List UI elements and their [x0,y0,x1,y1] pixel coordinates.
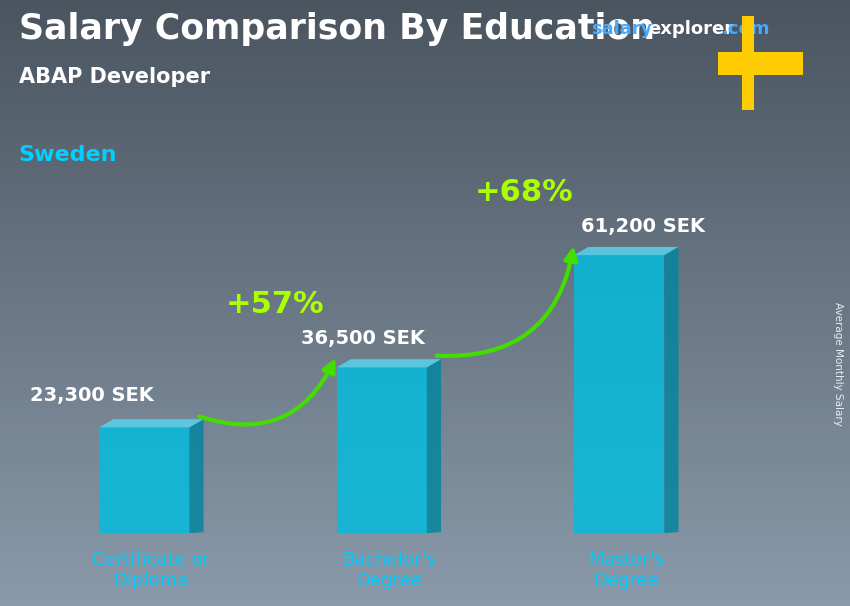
Text: 23,300 SEK: 23,300 SEK [30,385,154,405]
Polygon shape [664,247,678,533]
Bar [742,16,754,110]
Text: 36,500 SEK: 36,500 SEK [301,329,425,348]
Text: Master's
Degree: Master's Degree [588,551,664,590]
Text: +68%: +68% [475,178,574,207]
Bar [718,52,803,75]
Text: Sweden: Sweden [19,144,117,165]
Polygon shape [337,367,427,533]
Text: explorer: explorer [649,21,734,38]
Polygon shape [574,255,664,533]
Text: .com: .com [721,21,769,38]
Polygon shape [99,427,190,533]
Text: 61,200 SEK: 61,200 SEK [581,217,705,236]
Text: salary: salary [591,21,652,38]
Polygon shape [427,359,441,533]
Text: ABAP Developer: ABAP Developer [19,67,210,87]
Polygon shape [337,359,441,367]
Polygon shape [574,247,678,255]
Polygon shape [99,419,204,427]
Polygon shape [190,419,204,533]
Text: Average Monthly Salary: Average Monthly Salary [833,302,843,425]
Text: Bachelor's
Degree: Bachelor's Degree [342,551,436,590]
Text: Certificate or
Diploma: Certificate or Diploma [93,551,210,590]
Text: Salary Comparison By Education: Salary Comparison By Education [19,12,654,46]
Text: +57%: +57% [225,290,324,319]
